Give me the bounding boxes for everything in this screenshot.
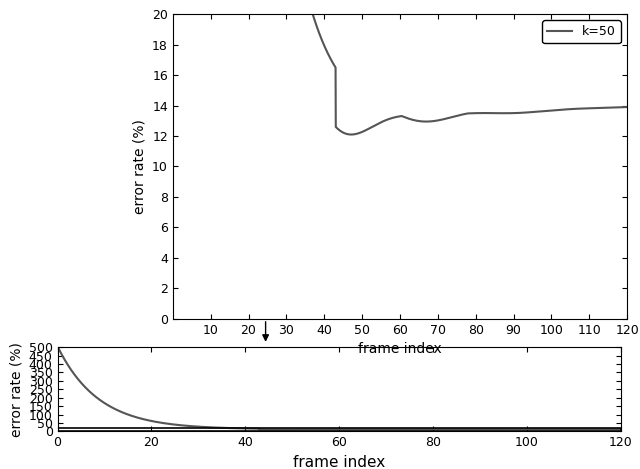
Y-axis label: error rate (%): error rate (%) [9, 342, 23, 437]
Y-axis label: error rate (%): error rate (%) [132, 119, 147, 214]
Bar [58, 428, 621, 431]
X-axis label: frame index: frame index [293, 455, 385, 469]
X-axis label: frame index: frame index [358, 342, 442, 356]
Legend: k=50: k=50 [542, 20, 621, 43]
